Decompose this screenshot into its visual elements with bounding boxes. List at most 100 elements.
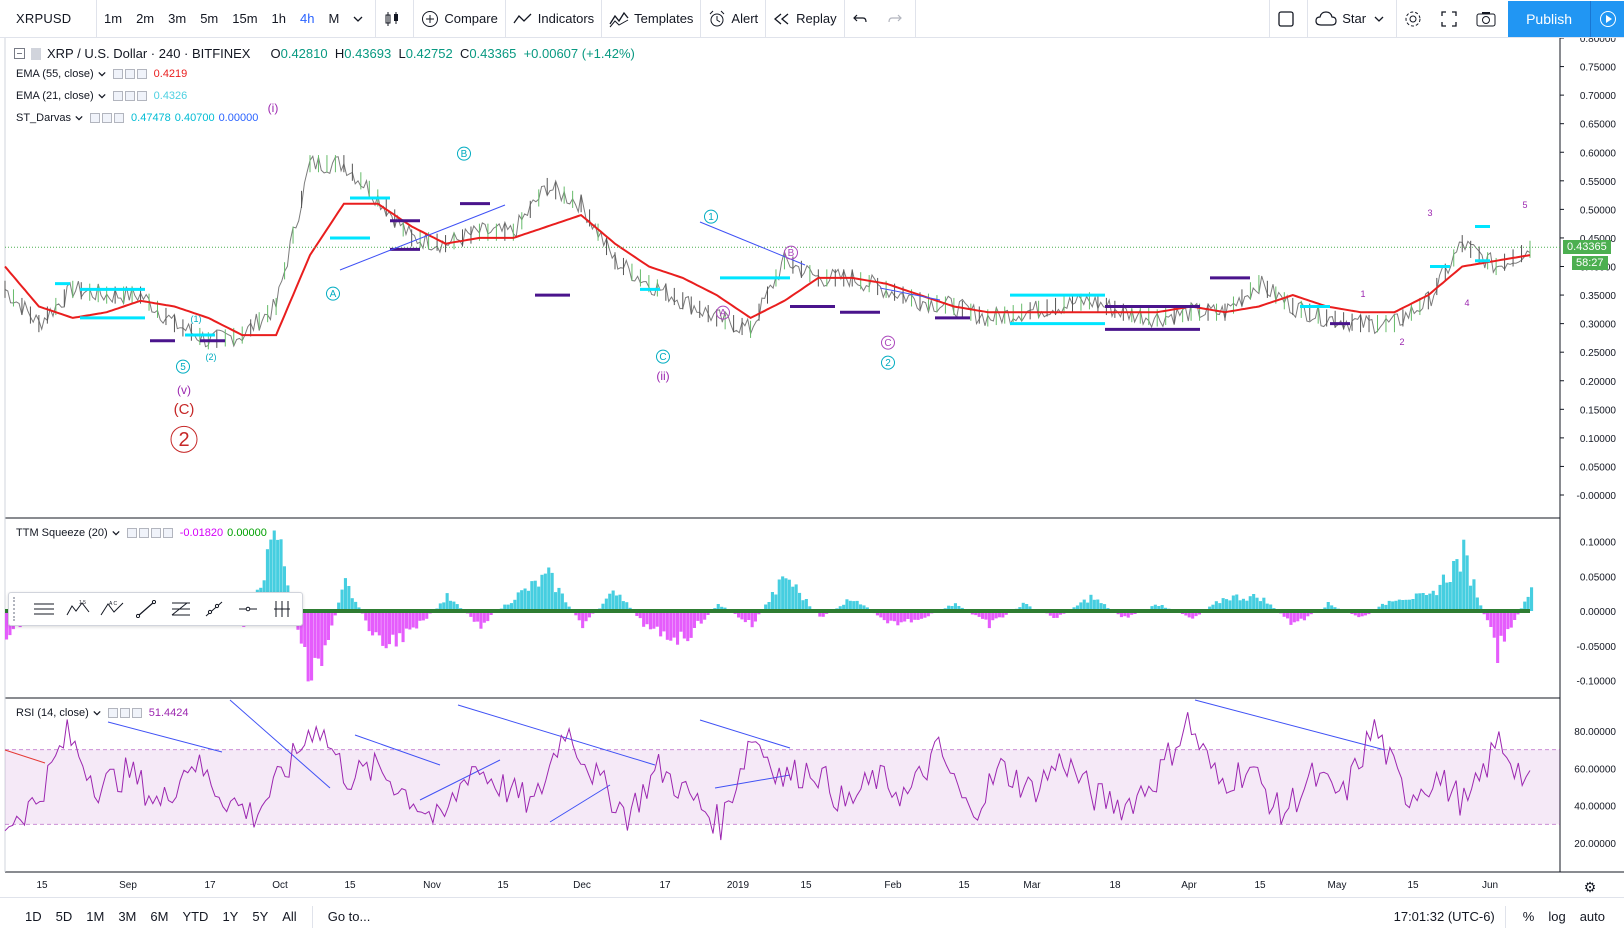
range-6m[interactable]: 6M (150, 909, 169, 924)
ttm-legend[interactable]: TTM Squeeze (20) -0.01820 0.00000 (16, 527, 267, 539)
ttm-bar (272, 530, 276, 611)
ttm-bar (676, 611, 680, 645)
legend-buttons[interactable] (107, 708, 142, 718)
range-3m[interactable]: 3M (118, 909, 137, 924)
chart-type-button[interactable] (376, 0, 413, 38)
rsi-legend[interactable]: RSI (14, close) 51.4424 (16, 707, 189, 719)
wave-label-C-1-circle (656, 349, 670, 364)
ttm-bar (1262, 597, 1266, 611)
interval-3m[interactable]: 3m (168, 11, 187, 26)
ttm-bar (469, 611, 473, 617)
ttm-bar (1231, 595, 1235, 611)
range-5d[interactable]: 5D (55, 909, 73, 924)
percent-toggle[interactable]: % (1522, 909, 1535, 924)
ttm-bar (696, 611, 700, 621)
range-ytd[interactable]: YTD (182, 909, 209, 924)
ttm-bar (1055, 611, 1059, 618)
chart-canvas[interactable]: 0.80000 0.75000 0.70000 0.65000 0.60000 0.550… (0, 38, 1624, 897)
ttm-bar (642, 611, 646, 627)
ttm-bar (1523, 601, 1527, 611)
wave-label-2: 2 (1399, 337, 1404, 347)
wave-label-B-1: B (461, 149, 468, 160)
log-toggle[interactable]: log (1548, 909, 1566, 924)
ttm-bar (1292, 611, 1296, 623)
fullscreen-button[interactable] (1434, 0, 1469, 38)
symbol-search[interactable]: XRPUSD (16, 11, 72, 26)
ttm-bar (330, 611, 334, 626)
ttm-bar (699, 611, 703, 624)
settings-button[interactable] (1397, 0, 1434, 38)
legend-buttons[interactable] (112, 69, 147, 79)
ttm-bar (374, 611, 378, 633)
chevron-down-icon (353, 16, 363, 22)
rsi-trend-line (699, 719, 791, 749)
tool-elliott-correction[interactable]: A C (95, 593, 129, 625)
drag-handle[interactable] (13, 597, 23, 621)
range-1d[interactable]: 1D (25, 909, 42, 924)
ttm-zero-line (5, 609, 1530, 613)
ttm-bar (299, 611, 303, 644)
ema55-value: 0.4219 (153, 68, 188, 80)
ttm-bar (818, 611, 822, 617)
compare-button[interactable]: Compare (414, 0, 504, 38)
ttm-bar (310, 611, 314, 681)
ttm-bar (625, 602, 629, 611)
ttm-bar (781, 576, 785, 611)
snapshot-button[interactable] (1469, 0, 1508, 38)
ttm-bar (1079, 602, 1083, 611)
indicators-button[interactable]: Indicators (506, 0, 601, 38)
interval-1h[interactable]: 1h (271, 11, 287, 26)
ttm-bar (1001, 611, 1005, 618)
replay-button[interactable]: Replay (766, 0, 843, 38)
undo-button[interactable] (845, 0, 880, 38)
ttm-bar (1411, 599, 1415, 611)
tool-vertical-lines[interactable] (265, 593, 299, 625)
tool-ray[interactable] (197, 593, 231, 625)
horizontal-line-icon (239, 606, 257, 612)
tool-elliott-impulse[interactable]: 1 5 (61, 593, 95, 625)
interval-M[interactable]: M (328, 11, 340, 26)
alert-button[interactable]: Alert (701, 0, 765, 38)
fullscreen-layout-button[interactable] (1270, 0, 1307, 38)
goto-button[interactable]: Go to... (327, 909, 371, 924)
ttm-value-1: -0.01820 (179, 527, 224, 539)
tool-fib-retracement[interactable] (163, 593, 197, 625)
range-1y[interactable]: 1Y (222, 909, 239, 924)
ttm-bar (421, 611, 425, 621)
ttm-bar (581, 611, 585, 629)
legend-buttons[interactable] (126, 528, 173, 538)
ema55-legend[interactable]: EMA (55, close) 0.4219 (16, 68, 187, 80)
interval-dropdown[interactable] (346, 0, 375, 38)
ema21-legend[interactable]: EMA (21, close) 0.4326 (16, 90, 187, 102)
ttm-bar (618, 594, 622, 611)
ttm-tick-label: 0.05000 (1580, 572, 1617, 583)
legend-buttons[interactable] (90, 113, 125, 123)
ttm-bar (1306, 611, 1310, 617)
interval-2m[interactable]: 2m (136, 11, 155, 26)
interval-4h[interactable]: 4h (300, 11, 315, 26)
ttm-bar (1299, 611, 1303, 619)
range-5y[interactable]: 5Y (252, 909, 269, 924)
ttm-bar (1502, 611, 1506, 642)
interval-15m[interactable]: 15m (232, 11, 258, 26)
range-1m[interactable]: 1M (86, 909, 105, 924)
interval-5m[interactable]: 5m (200, 11, 219, 26)
publish-button[interactable]: Publish (1508, 0, 1590, 37)
templates-button[interactable]: Templates (602, 0, 700, 38)
ttm-bar (1513, 611, 1517, 620)
auto-toggle[interactable]: auto (1579, 909, 1605, 924)
star-button[interactable]: Star (1308, 0, 1396, 38)
clock[interactable]: 17:01:32 (UTC-6) (1393, 909, 1495, 924)
ttm-bar (879, 611, 883, 618)
tool-horizontal-lines[interactable] (27, 593, 61, 625)
publish-video-button[interactable] (1590, 0, 1624, 37)
darvas-legend[interactable]: ST_Darvas 0.47478 0.40700 0.00000 (16, 112, 258, 124)
tool-trend-line[interactable] (129, 593, 163, 625)
legend-buttons[interactable] (112, 91, 147, 101)
collapse-icon[interactable] (14, 48, 25, 59)
interval-1m[interactable]: 1m (104, 11, 123, 26)
tool-horizontal-ray[interactable] (231, 593, 265, 625)
ttm-bar (845, 599, 849, 611)
range-all[interactable]: All (282, 909, 297, 924)
redo-button[interactable] (880, 0, 915, 38)
